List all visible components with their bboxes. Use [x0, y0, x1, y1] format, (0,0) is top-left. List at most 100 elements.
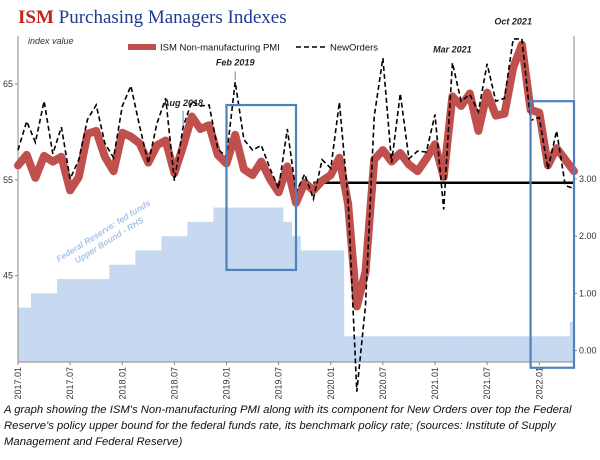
fed-funds-bar: [534, 336, 544, 362]
fed-funds-bar: [560, 336, 571, 362]
y-axis-label: index value: [28, 36, 74, 46]
fed-funds-bar: [196, 221, 206, 362]
fed-funds-bar: [74, 279, 84, 362]
fed-funds-bar: [335, 250, 345, 362]
fed-funds-bar: [421, 336, 432, 362]
fed-funds-bar: [369, 336, 379, 362]
y2-tick-label: 3.00: [579, 174, 597, 184]
fed-funds-bar: [361, 336, 371, 362]
fed-funds-bar: [430, 336, 440, 362]
axes-group: 45 55 65 0.00 1.00 2.00 3.00 2017.01 2017.07 2018…: [3, 36, 597, 400]
x-tick-label: 2021.01: [430, 367, 440, 400]
y-tick-label: 45: [3, 271, 13, 281]
fed-funds-bar: [309, 250, 319, 362]
fed-funds-bar: [117, 264, 127, 362]
annotation-label: Oct 2021: [494, 16, 532, 26]
fed-funds-bar: [170, 236, 180, 362]
fed-funds-bar: [230, 207, 240, 362]
fed-funds-bar: [126, 264, 136, 362]
title-brand: ISM: [18, 7, 54, 28]
fed-funds-bar: [109, 264, 119, 362]
fed-funds-bar: [187, 221, 197, 362]
fed-funds-bar: [378, 336, 388, 362]
fed-funds-bar: [100, 279, 110, 362]
fed-funds-bar: [256, 207, 266, 362]
fed-funds-bar: [239, 207, 249, 362]
x-tick-label: 2018.01: [117, 367, 127, 400]
fed-funds-bar: [18, 307, 23, 362]
caption: A graph showing the ISM's Non-manufactur…: [4, 404, 572, 448]
fed-funds-bar: [387, 336, 397, 362]
fed-funds-bar: [552, 336, 562, 362]
fed-funds-bar: [213, 207, 223, 362]
x-tick-label: 2019.01: [222, 367, 232, 400]
highlight-box: [529, 100, 576, 369]
annotation-label: Mar 2021: [433, 44, 472, 54]
fed-funds-bar: [143, 250, 154, 362]
annotation-label: Aug 2018: [162, 98, 203, 108]
chart-svg: 45 55 65 0.00 1.00 2.00 3.00 2017.01 2017.07 2018…: [3, 16, 597, 400]
y2-tick-label: 1.00: [579, 288, 597, 298]
fed-funds-bar: [439, 336, 449, 362]
fed-funds-bar: [456, 336, 466, 362]
fed-funds-bar: [543, 336, 553, 362]
fed-funds-bar: [500, 336, 510, 362]
fed-funds-bar: [65, 279, 75, 362]
chart-title: ISM Purchasing Managers Indexes: [18, 7, 287, 29]
fed-funds-bar: [274, 207, 284, 362]
fed-funds-bar: [204, 221, 214, 362]
highlight-box-group: [225, 100, 576, 369]
fed-funds-bar: [48, 293, 58, 362]
highlight-box: [225, 103, 298, 272]
legend: ISM Non-manufacturing PMI NewOrders: [128, 43, 378, 54]
fed-funds-bar: [291, 236, 301, 362]
fed-funds-area-group: [18, 207, 575, 362]
fed-funds-bar: [317, 250, 327, 362]
fed-funds-bar: [265, 207, 275, 362]
fed-funds-bar: [22, 307, 32, 362]
fed-funds-bar: [569, 321, 575, 362]
fed-funds-bar: [31, 293, 41, 362]
fed-funds-bar: [352, 336, 362, 362]
fed-funds-bar: [83, 279, 93, 362]
fed-funds-bar: [465, 336, 475, 362]
annotation-label: Feb 2019: [216, 58, 255, 68]
fed-funds-bar: [300, 250, 310, 362]
fed-funds-bar: [326, 250, 336, 362]
fed-funds-bar: [282, 221, 293, 362]
fed-funds-bar: [222, 207, 232, 362]
y-tick-label: 65: [3, 79, 13, 89]
legend-pmi-label: ISM Non-manufacturing PMI: [160, 43, 280, 54]
fed-funds-bar: [517, 336, 527, 362]
fed-funds-bar: [152, 250, 162, 362]
fed-funds-bar: [135, 250, 145, 362]
x-tick-label: 2019.07: [274, 367, 284, 400]
fed-funds-bar: [404, 336, 414, 362]
x-tick-label: 2022.01: [534, 367, 544, 400]
fed-funds-bar: [248, 207, 258, 362]
y2-tick-label: 2.00: [579, 231, 597, 241]
fed-funds-bar: [161, 236, 171, 362]
y-tick-label: 55: [3, 175, 13, 185]
fed-funds-bar: [508, 336, 518, 362]
x-tick-label: 2020.01: [326, 367, 336, 400]
fed-funds-bar: [413, 336, 423, 362]
fed-funds-bar: [57, 279, 67, 362]
fed-funds-bar: [474, 336, 484, 362]
title-rest: Purchasing Managers Indexes: [58, 7, 287, 28]
fed-funds-bar: [178, 236, 188, 362]
legend-new-orders-label: NewOrders: [330, 43, 378, 54]
x-tick-label: 2017.01: [13, 367, 23, 400]
fed-funds-bar: [343, 336, 353, 362]
x-tick-label: 2020.07: [378, 367, 388, 400]
fed-funds-bar: [491, 336, 501, 362]
fed-funds-bar: [91, 279, 101, 362]
x-tick-label: 2021.07: [482, 367, 492, 400]
x-tick-label: 2018.07: [169, 367, 179, 400]
fed-funds-bar: [395, 336, 405, 362]
y2-tick-label: 0.00: [579, 346, 597, 356]
fed-funds-bar: [448, 336, 458, 362]
fed-funds-bar: [482, 336, 492, 362]
fed-funds-bar: [39, 293, 49, 362]
x-tick-label: 2017.07: [65, 367, 75, 400]
